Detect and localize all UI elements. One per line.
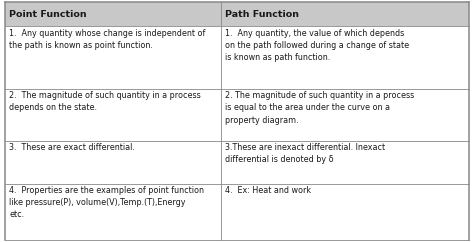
Text: 1.  Any quantity, the value of which depends
on the path followed during a chang: 1. Any quantity, the value of which depe…: [226, 29, 410, 62]
Text: 4.  Ex: Heat and work: 4. Ex: Heat and work: [226, 186, 311, 195]
Text: 3.  These are exact differential.: 3. These are exact differential.: [9, 143, 136, 152]
Bar: [5, 89, 469, 141]
Text: Path Function: Path Function: [226, 10, 300, 19]
Bar: [5, 26, 469, 89]
Text: 1.  Any quantity whose change is independent of
the path is known as point funct: 1. Any quantity whose change is independ…: [9, 29, 206, 50]
Bar: [5, 184, 469, 240]
Text: 4.  Properties are the examples of point function
like pressure(P), volume(V),Te: 4. Properties are the examples of point …: [9, 186, 204, 219]
Text: Point Function: Point Function: [9, 10, 87, 19]
Bar: [5, 141, 469, 184]
Text: 2.  The magnitude of such quantity in a process
depends on the state.: 2. The magnitude of such quantity in a p…: [9, 91, 201, 113]
Text: 3.These are inexact differential. Inexact
differential is denoted by δ: 3.These are inexact differential. Inexac…: [226, 143, 386, 164]
Bar: [5, 2, 469, 26]
Text: 2. The magnitude of such quantity in a process
is equal to the area under the cu: 2. The magnitude of such quantity in a p…: [226, 91, 415, 125]
